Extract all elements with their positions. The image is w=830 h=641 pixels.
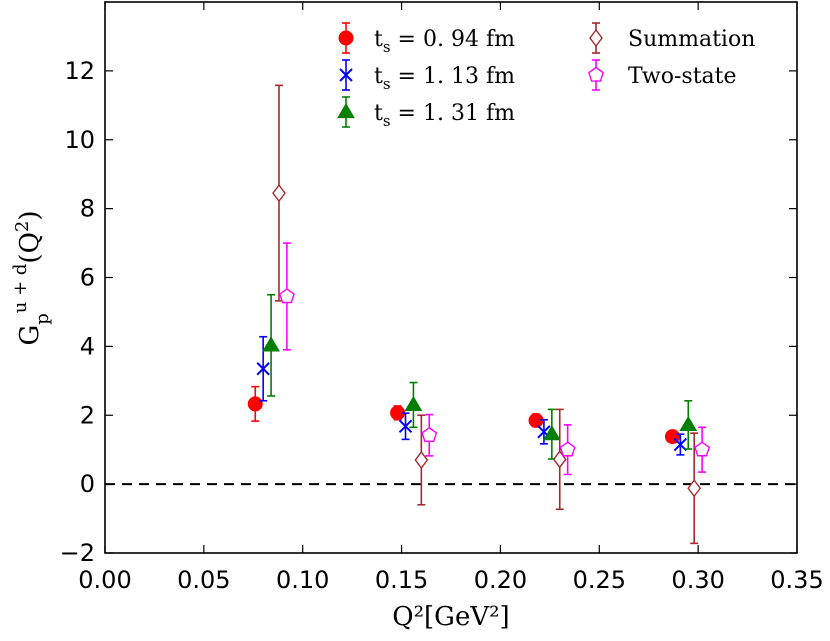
y-tick-label: 0: [80, 470, 95, 498]
x-tick-label: 0.15: [375, 566, 428, 594]
data-point: [404, 395, 423, 412]
legend-marker: [588, 66, 604, 82]
data-point: [687, 479, 702, 498]
data-point: [247, 396, 263, 412]
x-tick-label: 0.35: [770, 566, 823, 594]
svg-text:Gpu + d(Q2): Gpu + d(Q2): [10, 210, 53, 345]
x-tick-label: 0.05: [177, 566, 230, 594]
legend-entry: ts = 1. 31 fm: [337, 96, 515, 130]
series-0: [247, 385, 680, 445]
y-tick-label: 10: [64, 126, 95, 154]
data-point: [542, 425, 561, 441]
data-point: [694, 441, 711, 457]
legend-entry: Summation: [589, 22, 755, 54]
data-point: [679, 415, 698, 431]
data-point: [262, 336, 280, 352]
x-tick-label: 0.10: [276, 566, 329, 594]
data-point: [552, 450, 567, 469]
x-tick-label: 0.30: [671, 566, 724, 594]
legend-label: ts = 1. 31 fm: [374, 101, 515, 130]
y-tick-label: 6: [80, 264, 95, 292]
legend-marker: [589, 28, 603, 48]
series-3: [272, 84, 702, 545]
legend-marker: [338, 30, 354, 46]
data-point: [272, 183, 286, 203]
legend-label: Two-state: [628, 64, 737, 89]
legend-marker: [339, 68, 353, 82]
y-axis-label: Gpu + d(Q2): [10, 210, 53, 345]
legend-label: ts = 1. 13 fm: [374, 64, 515, 93]
x-tick-label: 0.00: [78, 566, 131, 594]
y-tick-label: 4: [80, 332, 95, 360]
data-point: [559, 441, 576, 457]
legend-label: Summation: [628, 27, 755, 52]
y-tick-label: 2: [80, 401, 95, 429]
y-tick-label: 12: [64, 57, 95, 85]
legend-entry: ts = 1. 13 fm: [339, 59, 515, 93]
y-tick-label: −2: [60, 539, 95, 567]
data-point: [398, 419, 413, 433]
x-tick-label: 0.20: [474, 566, 527, 594]
data-point: [256, 362, 270, 376]
series-1: [256, 335, 688, 456]
y-tick-label: 8: [80, 195, 95, 223]
legend-marker: [337, 103, 355, 119]
legend-entry: ts = 0. 94 fm: [338, 22, 515, 56]
data-point: [414, 450, 429, 470]
legend-entry: Two-state: [588, 59, 737, 91]
plot-area: [105, 2, 797, 553]
data-point: [278, 288, 295, 304]
data-point: [421, 426, 438, 442]
x-tick-label: 0.25: [573, 566, 626, 594]
series-4: [278, 242, 711, 476]
x-axis-label: Q²[GeV²]: [392, 602, 509, 632]
legend-label: ts = 0. 94 fm: [374, 27, 515, 56]
